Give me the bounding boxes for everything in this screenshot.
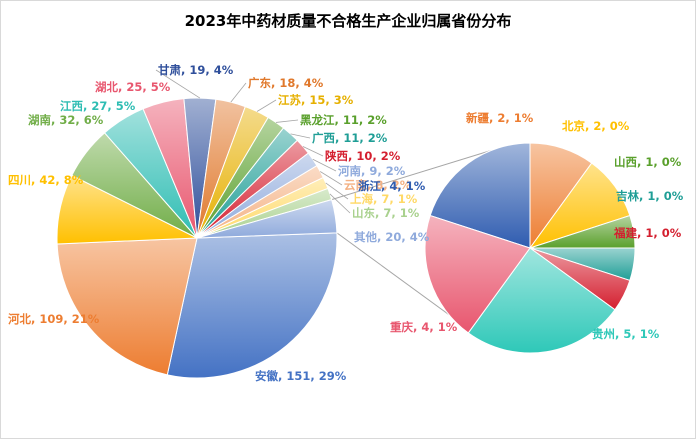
main-pie-slice-0	[166, 232, 338, 379]
main-label-16: 其他, 20, 4%	[354, 230, 430, 244]
main-label-14: 上海, 7, 1%	[350, 192, 418, 206]
main-label-0: 安徽, 151, 29%	[255, 369, 347, 383]
secondary-pie-slice-6	[467, 247, 616, 354]
main-label-2: 四川, 42, 8%	[8, 173, 84, 187]
data-labels: 安徽, 151, 29% 河北, 109, 21% 四川, 42, 8% 湖南, 32…	[8, 63, 684, 383]
chart-title: 2023年中药材质量不合格生产企业归属省份分布	[184, 12, 512, 30]
secondary-label-5: 福建, 1, 0%	[613, 226, 682, 240]
main-leader-8	[256, 99, 277, 112]
main-label-13: 云南, 8, 2%	[344, 178, 412, 192]
main-leader-12	[312, 158, 337, 172]
main-pie-slice-1	[56, 237, 198, 376]
main-leader-6	[155, 69, 201, 99]
main-leader-9	[275, 119, 299, 123]
main-label-7: 广东, 18, 4%	[248, 76, 324, 90]
secondary-pie	[424, 142, 636, 354]
main-label-1: 河北, 109, 21%	[8, 312, 100, 326]
main-label-11: 陕西, 10, 2%	[325, 149, 401, 163]
main-label-8: 江苏, 15, 3%	[278, 93, 354, 107]
secondary-label-7: 重庆, 4, 1%	[390, 320, 458, 334]
connector-line-top	[331, 149, 492, 201]
secondary-label-0: 浙江, 4, 1%	[358, 179, 426, 193]
main-leader-11	[302, 146, 324, 157]
main-pie-slice-16	[196, 199, 338, 239]
main-pie	[56, 97, 338, 379]
secondary-pie-slice-0	[429, 142, 531, 249]
main-leader-14	[325, 182, 349, 200]
main-leader-13	[320, 171, 343, 186]
secondary-label-2: 北京, 2, 0%	[562, 119, 630, 133]
main-label-10: 广西, 11, 2%	[312, 131, 388, 145]
main-leader-7	[230, 82, 247, 103]
main-label-4: 江西, 27, 5%	[60, 99, 136, 113]
main-label-12: 河南, 9, 2%	[338, 164, 406, 178]
secondary-label-6: 贵州, 5, 1%	[592, 327, 660, 341]
main-label-15: 山东, 7, 1%	[352, 206, 420, 220]
main-leader-10	[290, 133, 311, 139]
leader-lines	[155, 69, 351, 214]
secondary-pie-slice-7	[424, 214, 531, 334]
main-leader-15	[329, 193, 351, 214]
secondary-label-3: 山西, 1, 0%	[614, 155, 682, 169]
main-label-9: 黑龙江, 11, 2%	[300, 113, 387, 127]
secondary-label-1: 新疆, 2, 1%	[466, 111, 534, 125]
main-label-3: 湖南, 32, 6%	[28, 113, 104, 127]
main-label-5: 湖北, 25, 5%	[95, 80, 171, 94]
secondary-label-4: 吉林, 1, 0%	[616, 189, 684, 203]
main-label-6: 甘肃, 19, 4%	[158, 63, 234, 77]
